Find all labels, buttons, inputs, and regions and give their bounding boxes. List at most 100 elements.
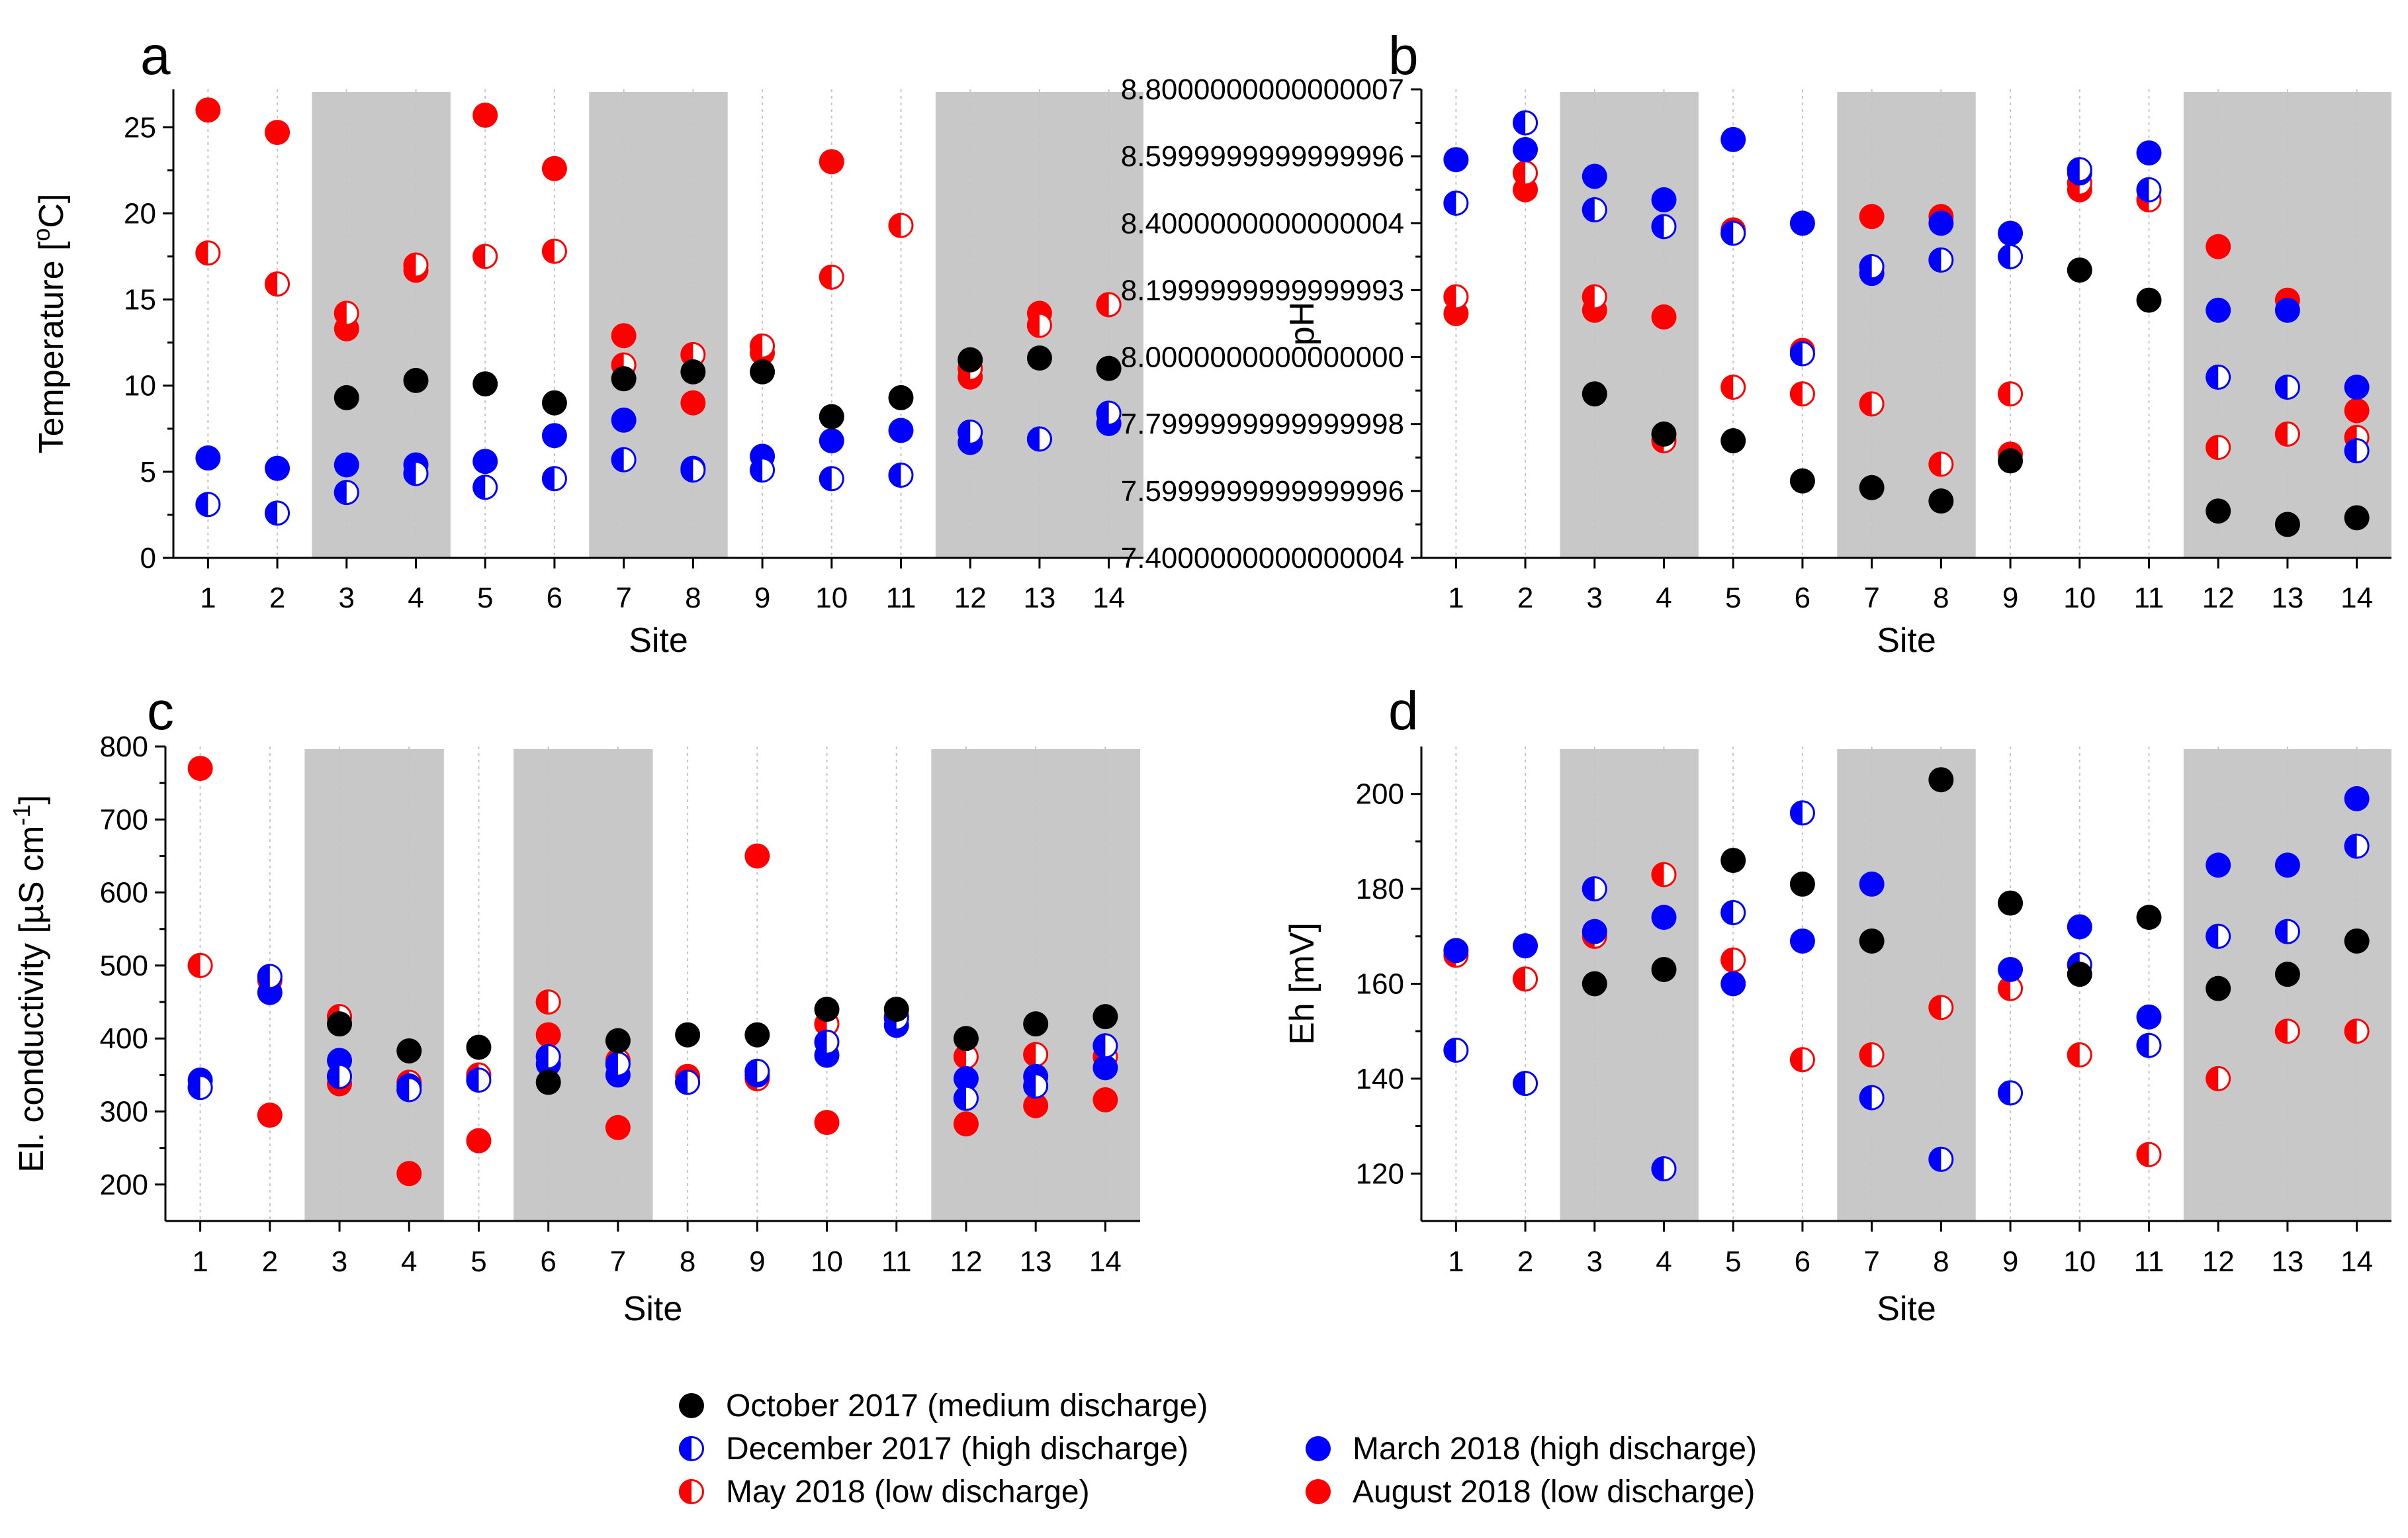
legend-label: May 2018 (low discharge): [726, 1474, 1090, 1510]
x-tick-label: 13: [2271, 582, 2303, 614]
data-point-may: [819, 264, 844, 290]
data-point-dec: [819, 466, 844, 492]
panel-a: 1 2 3 4 5 6 7 8 9 10 11 12 13 140510152025SiteTempera…: [28, 26, 1143, 660]
data-point-oct: [1093, 1004, 1118, 1030]
x-tick-label: 3: [332, 1245, 347, 1278]
panel-letter: c: [147, 681, 174, 741]
data-point-aug: [396, 1161, 422, 1187]
data-point-oct: [1928, 488, 1954, 514]
x-tick-label: 7: [1863, 582, 1879, 614]
data-point-aug: [541, 156, 567, 181]
data-point-aug: [1093, 1087, 1118, 1112]
data-point-oct: [334, 384, 359, 410]
data-point-may: [1789, 1047, 1815, 1073]
legend: October 2017 (medium discharge) December …: [679, 1388, 1757, 1510]
data-point-dec: [265, 500, 290, 526]
data-point-oct: [1789, 871, 1815, 897]
legend-label: October 2017 (medium discharge): [726, 1388, 1208, 1424]
shaded-region: [513, 749, 653, 1221]
data-point-dec: [1513, 110, 1538, 136]
data-point-mar: [1998, 956, 2024, 982]
data-point-mar: [1582, 163, 1607, 189]
data-point-may: [1023, 1042, 1049, 1067]
y-tick-label: 7.7999999999999998: [1121, 408, 1404, 441]
x-tick-label: 13: [1023, 582, 1055, 614]
data-point-oct: [953, 1026, 979, 1052]
x-tick-label: 13: [2271, 1245, 2303, 1278]
shaded-region: [1560, 92, 1699, 558]
data-point-oct: [750, 359, 776, 384]
x-tick-label: 11: [881, 1245, 912, 1278]
data-point-oct: [327, 1011, 353, 1037]
data-point-may: [2344, 1018, 2370, 1044]
data-point-dec: [327, 1063, 353, 1089]
data-point-may: [1096, 292, 1122, 318]
data-point-oct: [2274, 962, 2300, 987]
data-point-oct: [605, 1028, 631, 1054]
data-point-aug: [953, 1111, 979, 1137]
x-tick-label: 10: [811, 1245, 843, 1278]
y-tick-label: 15: [124, 284, 156, 316]
data-point-oct: [819, 404, 844, 430]
x-axis-title: Site: [629, 621, 688, 660]
data-point-dec: [1720, 220, 1746, 246]
data-point-aug: [535, 1022, 561, 1048]
data-point-may: [1928, 995, 1954, 1020]
data-point-may: [750, 333, 776, 359]
shaded-region: [1837, 92, 1976, 558]
data-point-dec: [1093, 1033, 1118, 1059]
x-tick-label: 6: [540, 1245, 556, 1278]
data-point-dec: [1023, 1073, 1049, 1099]
data-point-oct: [1023, 1011, 1049, 1037]
y-tick-label: 400: [100, 1022, 148, 1055]
data-point-dec: [466, 1067, 492, 1093]
data-point-oct: [1859, 928, 1885, 954]
x-tick-label: 4: [408, 582, 424, 614]
data-point-may: [1998, 381, 2024, 407]
data-point-may: [187, 952, 213, 978]
legend-item-may: May 2018 (low discharge): [679, 1474, 1090, 1510]
data-point-dec: [1859, 254, 1885, 280]
data-point-may: [2206, 1065, 2231, 1091]
x-tick-label: 14: [1089, 1245, 1122, 1278]
data-point-mar: [1443, 147, 1469, 173]
data-point-aug: [466, 1128, 492, 1154]
data-point-dec: [541, 466, 567, 492]
data-point-mar: [2206, 852, 2231, 878]
y-tick-label: 800: [100, 731, 148, 763]
data-point-dec: [1998, 244, 2024, 269]
data-point-oct: [611, 366, 637, 392]
x-tick-label: 5: [470, 1245, 486, 1278]
data-point-mar: [2344, 786, 2370, 811]
x-tick-label: 9: [2002, 582, 2018, 614]
data-point-dec: [744, 1058, 770, 1084]
y-tick-label: 7.4000000000000004: [1121, 542, 1404, 574]
data-point-dec: [2274, 375, 2300, 400]
data-point-dec: [1720, 899, 1746, 925]
y-tick-label: 300: [100, 1096, 148, 1128]
x-axis-title: Site: [623, 1290, 683, 1328]
x-tick-label: 4: [1656, 1245, 1672, 1278]
data-point-oct: [744, 1022, 770, 1048]
data-point-aug: [605, 1114, 631, 1140]
panel-c: 1 2 3 4 5 6 7 8 9 10 11 12 13 14200300400500600700800…: [8, 681, 1140, 1328]
data-point-may: [541, 238, 567, 264]
data-point-aug: [680, 390, 706, 416]
x-tick-label: 9: [2002, 1245, 2018, 1278]
x-tick-label: 1: [200, 582, 216, 614]
data-point-oct: [1582, 381, 1607, 407]
y-tick-label: 500: [100, 950, 148, 982]
legend-item-aug: August 2018 (low discharge): [1306, 1474, 1755, 1510]
data-point-oct: [814, 997, 840, 1022]
data-point-dec: [535, 1044, 561, 1069]
data-point-aug: [814, 1110, 840, 1136]
x-tick-label: 5: [1725, 1245, 1741, 1278]
data-point-may: [1720, 375, 1746, 400]
data-point-mar: [1789, 928, 1815, 954]
data-point-oct: [2344, 505, 2370, 531]
data-point-dec: [1928, 247, 1954, 273]
data-point-oct: [2206, 498, 2231, 524]
data-point-dec: [680, 457, 706, 483]
data-point-aug: [2344, 398, 2370, 424]
data-point-dec: [2206, 923, 2231, 949]
